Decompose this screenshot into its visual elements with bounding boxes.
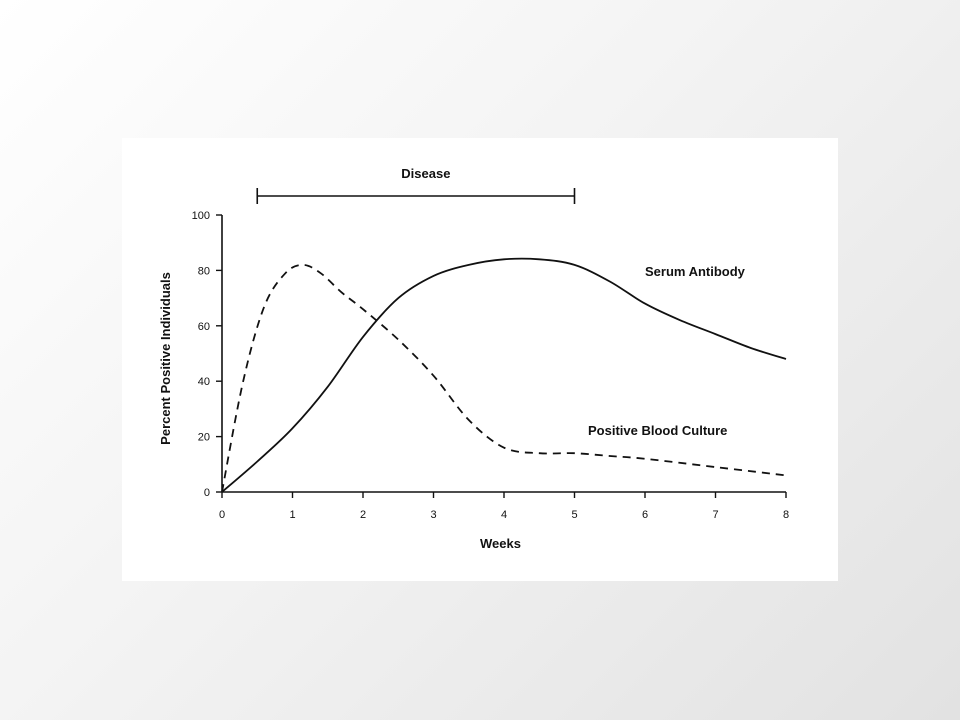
y-tick-label: 80 <box>198 265 210 277</box>
x-tick-label: 5 <box>571 509 577 521</box>
y-tick-label: 0 <box>204 487 210 499</box>
x-tick-label: 0 <box>219 509 225 521</box>
line-chart: 0 20 40 60 80 100 0 1 2 3 4 5 6 7 8 Percent Positive … <box>158 166 789 551</box>
y-tick-label: 40 <box>198 376 210 388</box>
x-tick-label: 8 <box>783 509 789 521</box>
x-tick-label: 6 <box>642 509 648 521</box>
y-tick-label: 60 <box>198 321 210 333</box>
y-ticks: 0 20 40 60 80 100 <box>192 210 222 499</box>
x-tick-label: 4 <box>501 509 507 521</box>
series-line-positive-blood-culture <box>221 264 787 493</box>
series-label-serum-antibody: Serum Antibody <box>645 264 746 279</box>
x-tick-label: 2 <box>360 509 366 521</box>
axes <box>221 215 786 493</box>
x-axis-title: Weeks <box>480 536 521 551</box>
series-label-positive-blood-culture: Positive Blood Culture <box>588 423 727 438</box>
series-layer <box>221 257 787 493</box>
y-axis-title: Percent Positive Individuals <box>158 272 173 445</box>
x-tick-label: 7 <box>712 509 718 521</box>
disease-label: Disease <box>401 166 450 181</box>
series-line-serum-antibody <box>221 257 787 493</box>
x-tick-label: 3 <box>430 509 436 521</box>
x-tick-label: 1 <box>289 509 295 521</box>
chart-figure: 0 20 40 60 80 100 0 1 2 3 4 5 6 7 8 Percent Positive … <box>122 138 838 581</box>
y-tick-label: 100 <box>192 210 210 222</box>
x-ticks: 0 1 2 3 4 5 6 7 8 <box>219 492 789 521</box>
disease-bracket <box>256 188 576 204</box>
y-tick-label: 20 <box>198 432 210 444</box>
